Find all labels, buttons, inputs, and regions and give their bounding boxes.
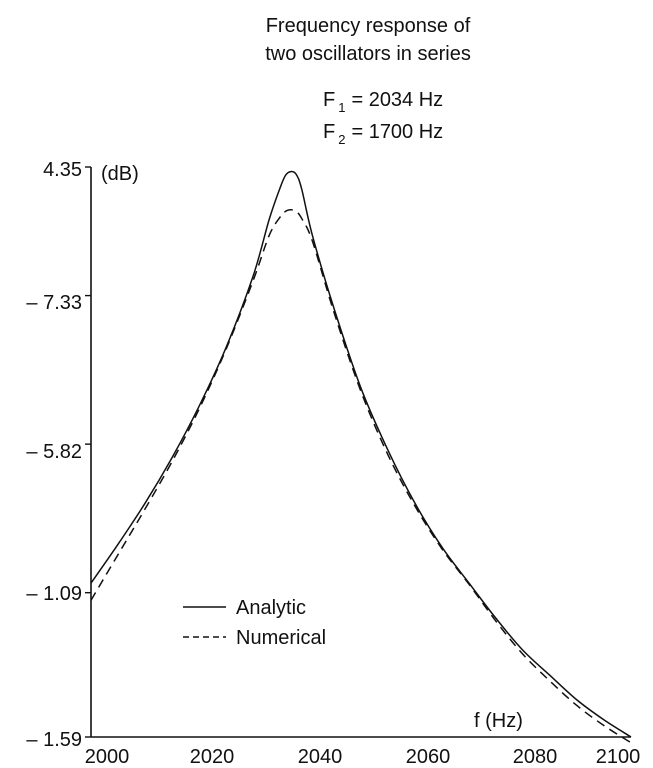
param-f2-value: = 1700 Hz <box>351 121 443 143</box>
x-tick-label-2020: 2020 <box>190 746 235 768</box>
x-axis-unit-label: f (Hz) <box>474 710 523 732</box>
y-tick-label-1: – 1.09 <box>26 583 82 605</box>
param-f2-symbol: F <box>323 121 335 143</box>
y-tick-label-0: – 1.59 <box>26 729 82 751</box>
series-line-analytic <box>90 170 632 738</box>
param-f2: F 2 = 1700 Hz <box>323 121 443 147</box>
x-tick-label-2040: 2040 <box>298 746 343 768</box>
chart-title: Frequency response of <box>266 15 471 37</box>
series-line-numerical <box>90 209 632 744</box>
y-tick-label-3: – 7.33 <box>26 292 82 314</box>
y-tick-label-4: 4.35 <box>43 159 82 181</box>
svg-text:F1= 2034 Hz: F 1 = 2034 Hz <box>323 89 443 115</box>
x-tick-label-2060: 2060 <box>406 746 451 768</box>
param-f1-value: = 2034 Hz <box>351 89 443 111</box>
x-tick-label-2000: 2000 <box>85 746 130 768</box>
chart-subtitle: two oscillators in series <box>265 43 471 65</box>
param-f2-subscript: 2 <box>338 132 345 147</box>
legend-label-numerical: Numerical <box>236 627 326 649</box>
x-tick-label-2080: 2080 <box>513 746 558 768</box>
legend-label-analytic: Analytic <box>236 597 306 619</box>
svg-text:F2= 1700 Hz: F 2 = 1700 Hz <box>323 121 443 147</box>
y-tick-label-2: – 5.82 <box>26 441 82 463</box>
param-f1: F 1 = 2034 Hz <box>323 89 443 115</box>
x-tick-label-2100: 2100 <box>596 746 641 768</box>
legend: Analytic Numerical <box>183 597 326 649</box>
y-axis-unit-label: (dB) <box>101 163 139 185</box>
param-f1-symbol: F <box>323 89 335 111</box>
param-f1-subscript: 1 <box>338 100 345 115</box>
